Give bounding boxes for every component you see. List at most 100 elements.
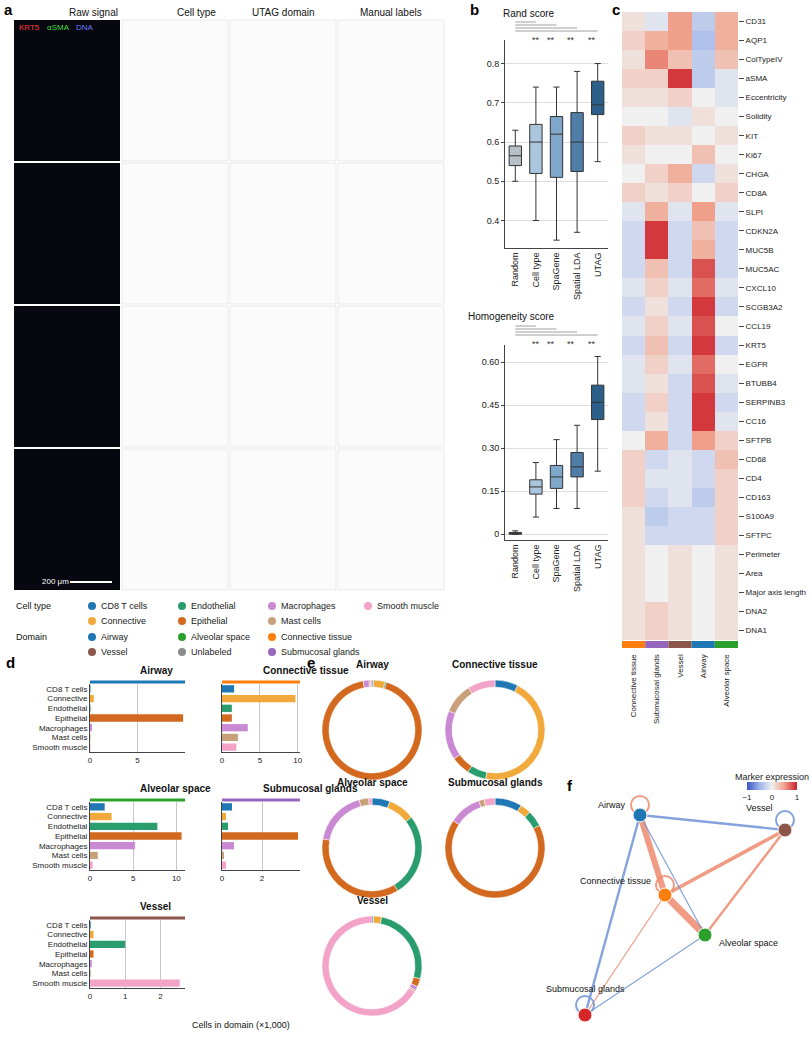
- svg-text:0: 0: [88, 992, 93, 1001]
- svg-text:Random: Random: [510, 253, 520, 287]
- svg-text:Vessel: Vessel: [357, 895, 388, 906]
- svg-text:0.60: 0.60: [482, 357, 500, 367]
- svg-text:0: 0: [88, 874, 93, 883]
- svg-text:Submucosal glands: Submucosal glands: [263, 783, 358, 794]
- svg-text:Airway: Airway: [699, 654, 708, 678]
- svg-text:Submucosal glands: Submucosal glands: [652, 654, 661, 724]
- svg-text:Endothelial: Endothelial: [48, 822, 88, 831]
- svg-text:f: f: [567, 777, 573, 794]
- svg-text:Unlabeled: Unlabeled: [191, 647, 232, 657]
- svg-text:Alveolar space: Alveolar space: [191, 632, 250, 642]
- svg-text:Vessel: Vessel: [676, 654, 685, 678]
- svg-text:0.7: 0.7: [487, 98, 500, 108]
- svg-text:Cells in domain (×1,000): Cells in domain (×1,000): [192, 1020, 290, 1030]
- svg-text:Submucosal glands: Submucosal glands: [448, 777, 543, 788]
- svg-text:CXCL10: CXCL10: [746, 284, 777, 293]
- svg-text:Solidity: Solidity: [746, 112, 772, 121]
- svg-text:Connective: Connective: [47, 694, 88, 703]
- svg-text:DNA: DNA: [76, 23, 94, 32]
- svg-text:c: c: [612, 1, 620, 18]
- svg-text:Epithelial: Epithelial: [55, 832, 88, 841]
- svg-text:2: 2: [158, 992, 163, 1001]
- svg-text:Connective: Connective: [47, 812, 88, 821]
- svg-text:0: 0: [220, 756, 225, 765]
- svg-text:Mast cells: Mast cells: [52, 969, 88, 978]
- svg-text:CD68: CD68: [746, 455, 767, 464]
- svg-text:5: 5: [135, 756, 140, 765]
- svg-text:MUC5AC: MUC5AC: [746, 265, 780, 274]
- svg-text:CD8 T cells: CD8 T cells: [46, 803, 87, 812]
- svg-text:Mast cells: Mast cells: [52, 851, 88, 860]
- svg-text:Macrophages: Macrophages: [39, 960, 87, 969]
- svg-text:1: 1: [123, 992, 128, 1001]
- svg-text:0: 0: [88, 756, 93, 765]
- svg-text:0.6: 0.6: [487, 137, 500, 147]
- svg-text:2: 2: [260, 874, 265, 883]
- svg-text:0.8: 0.8: [487, 59, 500, 69]
- svg-text:S100A9: S100A9: [746, 512, 775, 521]
- svg-text:Smooth muscle: Smooth muscle: [32, 861, 88, 870]
- svg-text:SpaGene: SpaGene: [551, 253, 561, 291]
- svg-text:Airway: Airway: [356, 659, 389, 670]
- svg-text:0.15: 0.15: [482, 486, 500, 496]
- svg-text:Epithelial: Epithelial: [191, 616, 228, 626]
- svg-text:SCGB3A2: SCGB3A2: [746, 303, 783, 312]
- svg-text:aSMA: aSMA: [746, 74, 768, 83]
- svg-text:ColTypeIV: ColTypeIV: [746, 55, 784, 64]
- svg-text:SFTPC: SFTPC: [746, 531, 772, 540]
- svg-text:Airway: Airway: [598, 800, 626, 810]
- svg-text:**: **: [532, 339, 540, 349]
- svg-text:Raw signal: Raw signal: [69, 7, 118, 18]
- svg-text:0: 0: [220, 874, 225, 883]
- svg-text:10: 10: [172, 874, 181, 883]
- svg-text:CD8 T cells: CD8 T cells: [46, 685, 87, 694]
- svg-text:**: **: [532, 35, 540, 45]
- svg-text:CDKN2A: CDKN2A: [746, 227, 779, 236]
- svg-text:Alveolar space: Alveolar space: [719, 938, 778, 948]
- svg-text:Epithelial: Epithelial: [55, 950, 88, 959]
- svg-text:Cell type: Cell type: [531, 545, 541, 580]
- svg-text:EGFR: EGFR: [746, 360, 768, 369]
- svg-text:**: **: [588, 35, 596, 45]
- svg-text:SFTPB: SFTPB: [746, 436, 772, 445]
- svg-text:Eccentricity: Eccentricity: [746, 93, 787, 102]
- svg-text:Mast cells: Mast cells: [52, 733, 88, 742]
- svg-text:Smooth muscle: Smooth muscle: [377, 601, 439, 611]
- svg-text:CD31: CD31: [746, 17, 767, 26]
- svg-text:Alveolar space: Alveolar space: [140, 783, 211, 794]
- svg-text:CC16: CC16: [746, 417, 767, 426]
- svg-text:Submucosal glands: Submucosal glands: [546, 984, 625, 994]
- svg-text:Connective tissue: Connective tissue: [281, 632, 352, 642]
- svg-text:Homogeneity score: Homogeneity score: [468, 311, 555, 322]
- svg-text:**: **: [567, 339, 575, 349]
- svg-text:BTUBB4: BTUBB4: [746, 379, 778, 388]
- svg-text:Endothelial: Endothelial: [191, 601, 236, 611]
- svg-text:CD4: CD4: [746, 474, 763, 483]
- svg-text:Major axis length: Major axis length: [746, 588, 806, 597]
- svg-text:5: 5: [131, 874, 136, 883]
- svg-text:CCL19: CCL19: [746, 322, 771, 331]
- svg-text:a: a: [4, 1, 13, 18]
- svg-text:Macrophages: Macrophages: [39, 724, 87, 733]
- svg-text:Connective tissue: Connective tissue: [452, 659, 538, 670]
- svg-text:b: b: [470, 1, 479, 18]
- svg-text:0.5: 0.5: [487, 176, 500, 186]
- svg-text:Smooth muscle: Smooth muscle: [32, 979, 88, 988]
- svg-text:Alveolar space: Alveolar space: [722, 654, 731, 707]
- svg-text:Connective tissue: Connective tissue: [580, 876, 651, 886]
- svg-text:Macrophages: Macrophages: [281, 601, 336, 611]
- svg-text:MUC5B: MUC5B: [746, 246, 774, 255]
- svg-text:DNA2: DNA2: [746, 607, 768, 616]
- svg-text:αSMA: αSMA: [47, 23, 70, 32]
- svg-text:Marker expression: Marker expression: [735, 772, 809, 782]
- svg-text:Cell type: Cell type: [531, 253, 541, 288]
- svg-text:5: 5: [258, 756, 263, 765]
- svg-text:Area: Area: [746, 569, 763, 578]
- svg-text:Cell type: Cell type: [177, 7, 216, 18]
- svg-text:CHGA: CHGA: [746, 170, 770, 179]
- svg-text:Airway: Airway: [101, 632, 129, 642]
- svg-text:Vessel: Vessel: [140, 901, 171, 912]
- svg-text:Airway: Airway: [140, 665, 173, 676]
- svg-text:**: **: [547, 339, 555, 349]
- svg-text:UTAG: UTAG: [593, 545, 603, 569]
